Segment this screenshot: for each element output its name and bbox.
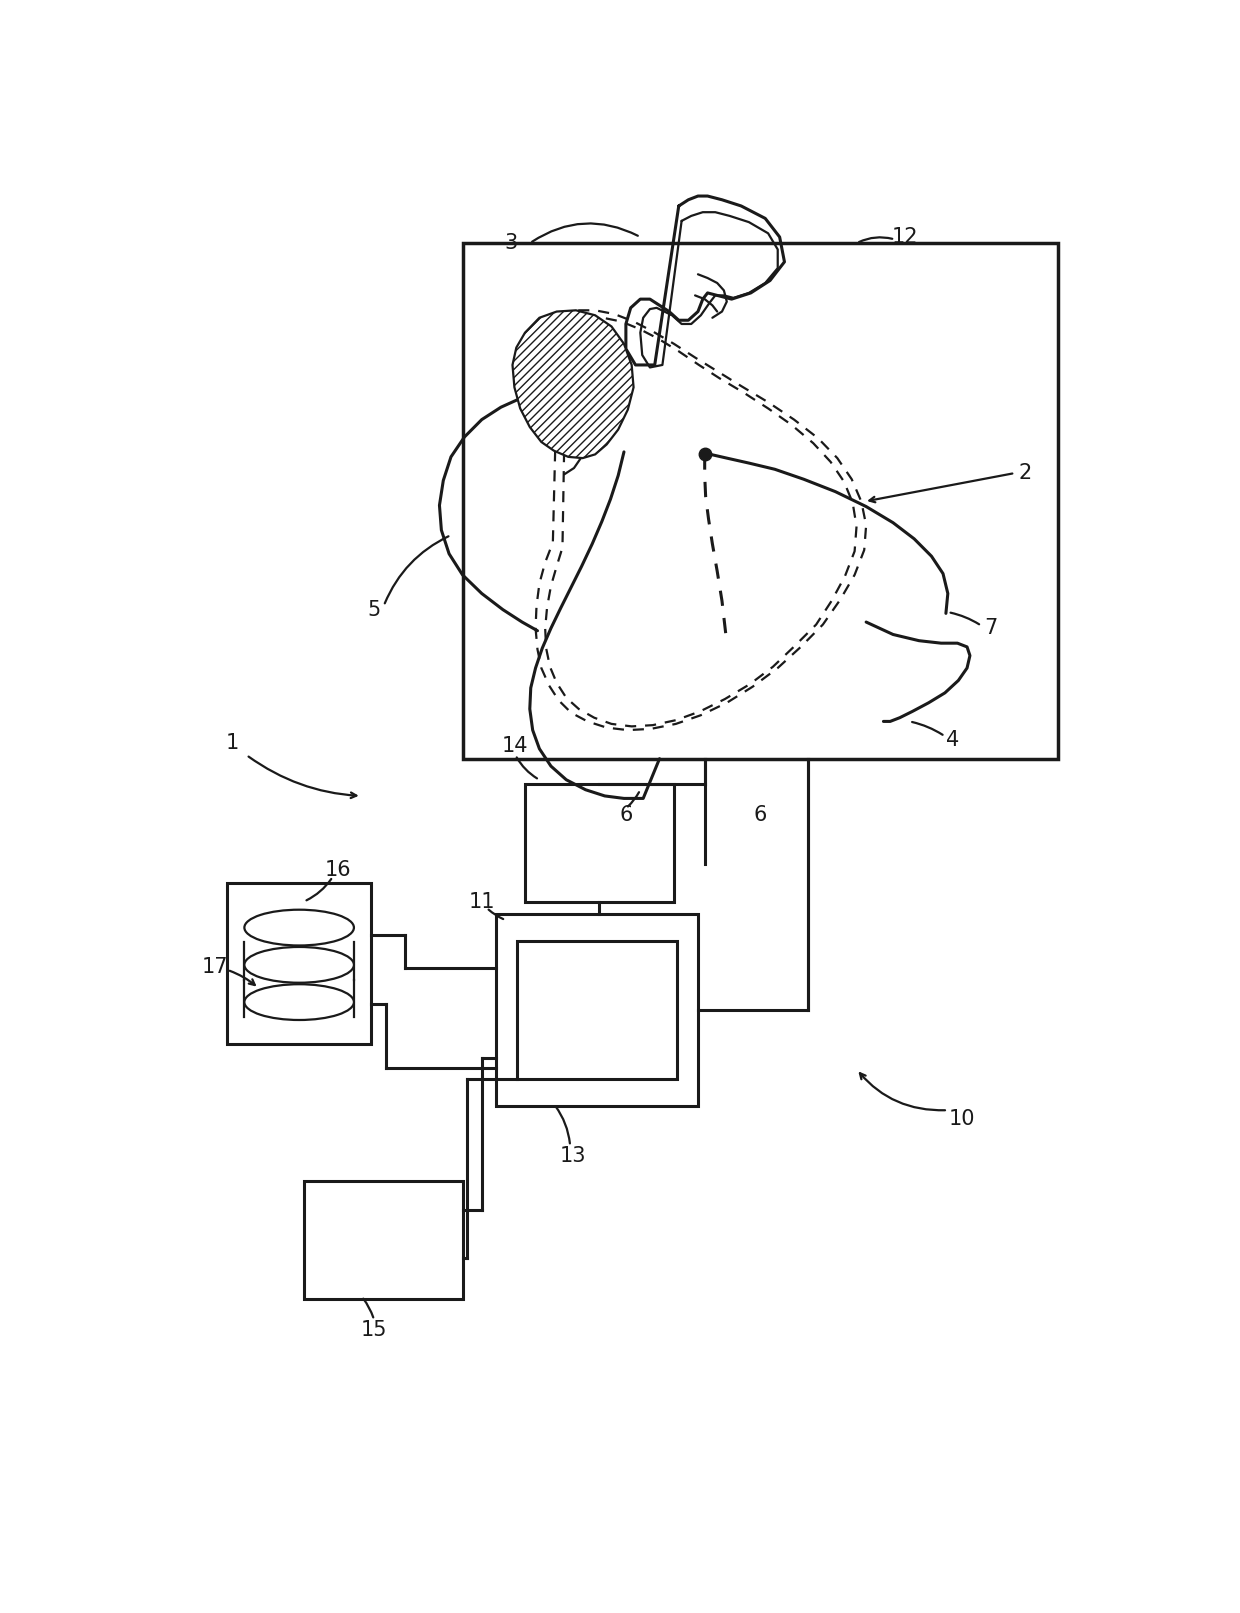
Text: 15: 15	[361, 1319, 387, 1340]
Bar	[304, 1181, 463, 1298]
Text: 12: 12	[892, 227, 918, 247]
Text: 1: 1	[226, 732, 238, 753]
Text: 6: 6	[619, 805, 632, 824]
Text: 6: 6	[754, 805, 768, 824]
Ellipse shape	[244, 984, 353, 1019]
Text: 5: 5	[367, 600, 381, 619]
Text: 17: 17	[201, 958, 228, 977]
Text: 10: 10	[949, 1108, 976, 1129]
Bar	[496, 915, 698, 1107]
Ellipse shape	[244, 947, 353, 982]
Text: 14: 14	[502, 736, 528, 756]
Text: 11: 11	[469, 892, 495, 911]
Bar	[463, 244, 1058, 758]
Text: 13: 13	[559, 1147, 587, 1166]
Text: 3: 3	[503, 234, 517, 253]
Polygon shape	[512, 310, 634, 458]
Bar	[227, 882, 371, 1044]
Text: 16: 16	[325, 860, 351, 881]
Text: 2: 2	[1018, 463, 1032, 482]
Bar	[517, 942, 677, 1079]
Ellipse shape	[244, 910, 353, 945]
Text: 7: 7	[985, 618, 998, 639]
Text: 4: 4	[946, 731, 960, 750]
Bar	[525, 784, 675, 902]
